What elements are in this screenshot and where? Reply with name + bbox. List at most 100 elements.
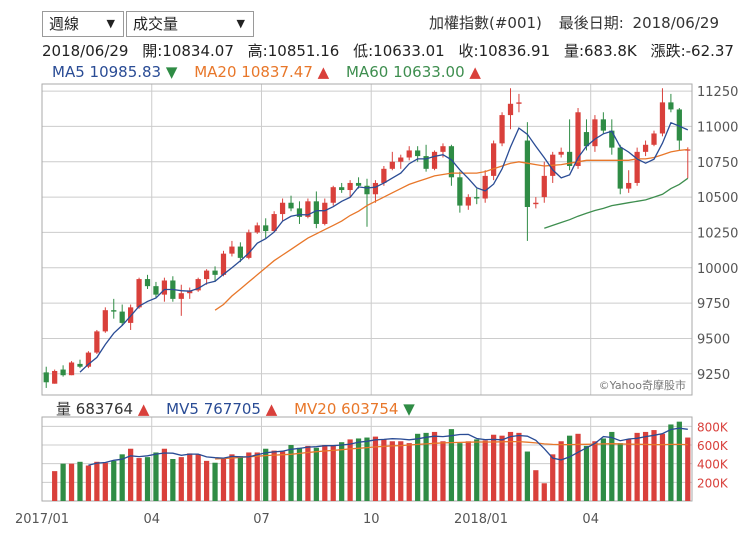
- volume-bar: [347, 439, 353, 501]
- quote-close: 收:10836.91: [458, 42, 551, 60]
- candle-body: [60, 369, 66, 376]
- volume-bar: [322, 445, 328, 501]
- volume-bar: [203, 460, 210, 501]
- candle-body: [524, 140, 531, 207]
- candle-body: [94, 331, 100, 353]
- ma20-line: [214, 148, 688, 311]
- volume-tick-label: 400K: [697, 458, 729, 472]
- candle-body: [482, 175, 488, 199]
- volume-bar: [617, 443, 623, 501]
- candlesticks: [43, 88, 691, 388]
- candle-body: [541, 175, 547, 198]
- price-tick-label: 11000: [697, 120, 738, 135]
- moving-average-lines: [79, 121, 689, 466]
- candle-body: [465, 197, 471, 206]
- candle-body: [516, 102, 522, 104]
- volume-bar: [178, 457, 184, 501]
- volume-bar: [102, 462, 108, 501]
- candle-body: [575, 112, 581, 166]
- volume-bar: [507, 431, 514, 501]
- volume-bar: [364, 437, 370, 501]
- arrow-up-icon: ▲: [265, 400, 278, 418]
- volume-bars: [52, 421, 691, 501]
- price-tick-label: 10500: [697, 191, 738, 206]
- mv20-legend: MV20 603754 ▼: [294, 400, 415, 418]
- volume-bar: [592, 441, 598, 501]
- quote-change: 漲跌:-62.37: [650, 42, 734, 60]
- volume-bar: [372, 436, 379, 501]
- volume-bar: [541, 483, 547, 501]
- x-tick-label: 10: [363, 512, 380, 527]
- ma20-legend: MA20 10837.47 ▲: [194, 63, 330, 81]
- candle-body: [52, 370, 58, 384]
- volume-bar: [77, 461, 83, 501]
- ma5-legend: MA5 10985.83 ▼: [52, 63, 178, 81]
- volume-bar: [170, 459, 176, 501]
- candle-body: [372, 182, 379, 195]
- volume-bar: [94, 461, 100, 501]
- volume-bar: [583, 445, 590, 501]
- candle-body: [254, 225, 260, 233]
- candle-body: [144, 279, 151, 287]
- candle-body: [305, 201, 311, 217]
- volume-bar: [288, 445, 294, 501]
- candle-body: [668, 102, 674, 110]
- candle-body: [634, 151, 640, 183]
- period-select[interactable]: 週線 ▼: [42, 11, 124, 37]
- candle-body: [659, 102, 666, 134]
- volume-bar: [187, 453, 193, 501]
- arrow-up-icon: ▲: [469, 63, 481, 81]
- volume-bar: [161, 448, 168, 501]
- volume-bar: [246, 452, 252, 501]
- period-select-value: 週線: [49, 15, 80, 33]
- mv20-line: [215, 440, 688, 460]
- volume-bar: [153, 452, 159, 501]
- candle-body: [322, 202, 328, 224]
- candle-body: [642, 144, 649, 152]
- volume-bar: [355, 438, 362, 501]
- candle-body: [398, 157, 404, 162]
- volume-bar: [550, 454, 556, 501]
- volume-bar: [128, 448, 134, 501]
- candle-body: [491, 143, 497, 176]
- volume-bar: [533, 470, 539, 501]
- arrow-up-icon: ▲: [137, 400, 150, 418]
- candle-body: [423, 156, 429, 169]
- volume-bar: [195, 454, 201, 501]
- candle-body: [119, 311, 125, 323]
- volume-bar: [524, 451, 531, 501]
- last-date: 2018/06/29: [632, 14, 719, 32]
- indicator-select[interactable]: 成交量 ▼: [126, 11, 254, 37]
- candle-body: [415, 150, 421, 157]
- quote-open: 開:10834.07: [142, 42, 234, 60]
- volume-bar: [339, 442, 345, 501]
- volume-bar: [398, 441, 404, 501]
- mv5-line: [88, 427, 688, 466]
- candle-body: [566, 151, 573, 166]
- volume-bar: [651, 430, 657, 501]
- candle-body: [136, 279, 142, 308]
- quote-high: 高:10851.16: [247, 42, 340, 60]
- candle-body: [296, 208, 303, 217]
- volume-bar: [296, 447, 303, 501]
- candle-body: [617, 147, 623, 189]
- volume-bar: [423, 432, 429, 501]
- candle-body: [43, 372, 49, 383]
- volume-tick-label: 800K: [697, 420, 729, 434]
- volume-bar: [68, 463, 75, 501]
- candle-body: [609, 130, 615, 148]
- volume-bar: [144, 457, 151, 501]
- volume-tick-label: 600K: [697, 439, 729, 453]
- candle-body: [440, 146, 446, 152]
- candle-body: [457, 177, 463, 206]
- candle-body: [626, 182, 632, 189]
- arrow-up-icon: ▲: [317, 63, 330, 81]
- candle-body: [651, 133, 657, 145]
- volume-bar: [220, 459, 227, 501]
- candle-body: [592, 119, 598, 147]
- volume-value-legend: 量 683764 ▲: [56, 400, 150, 418]
- volume-bar: [668, 424, 674, 501]
- volume-bar: [676, 421, 682, 501]
- x-tick-label: 04: [143, 512, 160, 527]
